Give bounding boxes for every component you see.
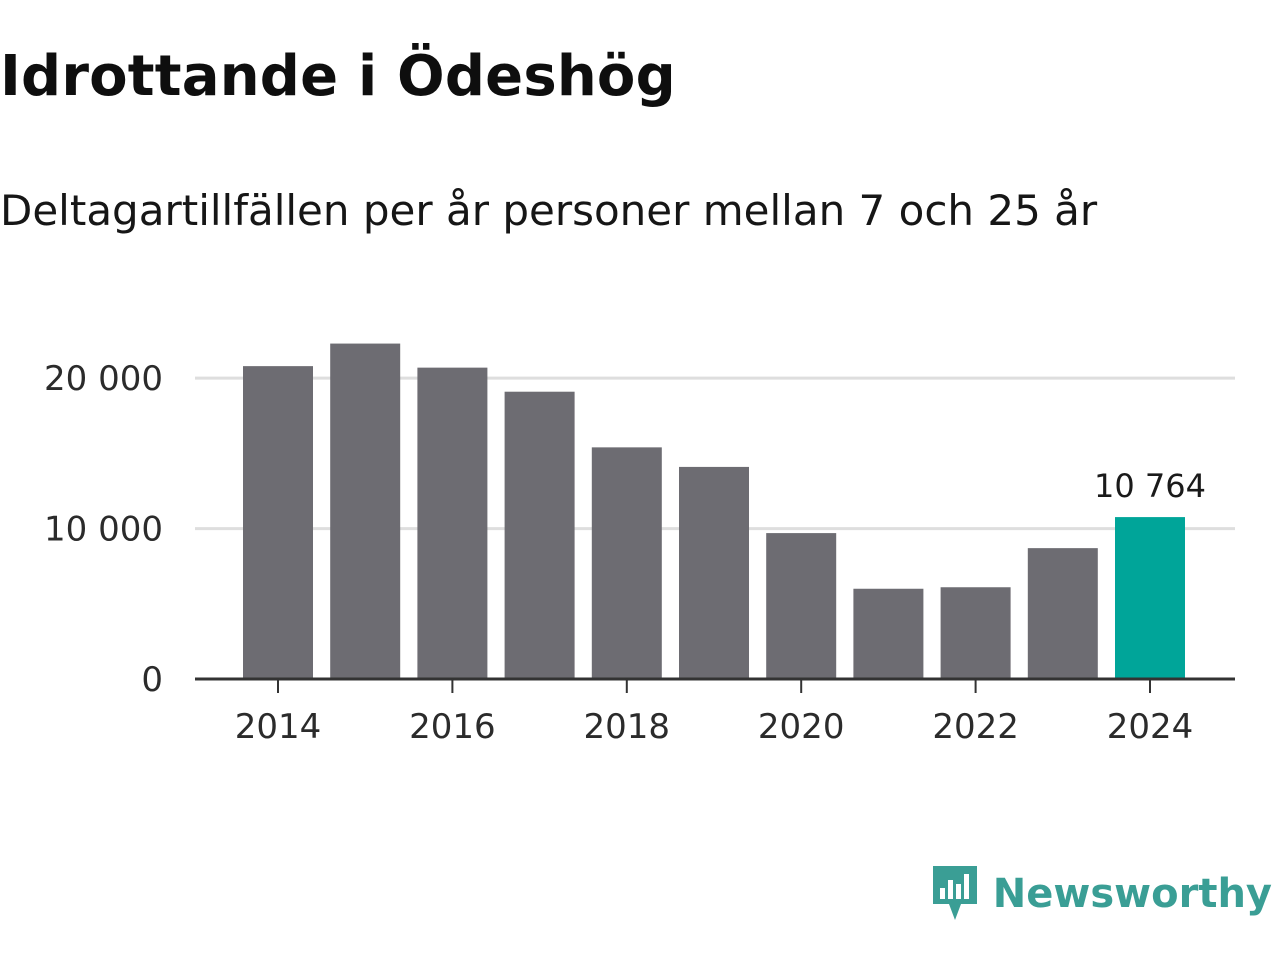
- labels: 0 10 000 20 000 2014 2016 2018 2020 2022 2024 10 …: [44, 359, 1206, 747]
- bar-2014: [243, 366, 313, 679]
- bar-2016: [417, 367, 488, 679]
- x-tick-label: 2014: [235, 707, 322, 747]
- bars: [243, 343, 1185, 679]
- brand-name: Newsworthy: [992, 871, 1272, 917]
- bar-2023: [1027, 548, 1098, 679]
- axes: [195, 677, 1235, 693]
- y-tick-label: 10 000: [44, 510, 163, 550]
- chart-title: Idrottande i Ödeshög: [0, 44, 676, 109]
- bar-2024: [1115, 517, 1185, 679]
- y-tick-label: 0: [141, 660, 163, 700]
- bar-2015: [330, 343, 401, 679]
- brand-logo: Newsworthy: [929, 862, 1272, 926]
- bar-2017: [504, 391, 575, 679]
- highlight-data-label: 10 764: [1094, 467, 1206, 505]
- x-tick-label: 2016: [409, 707, 496, 747]
- bar-2019: [679, 466, 749, 679]
- chart-subtitle: Deltagartillfällen per år personer mella…: [0, 186, 1098, 235]
- newsworthy-icon: [929, 862, 981, 926]
- y-tick-label: 20 000: [44, 359, 163, 399]
- x-tick-label: 2018: [584, 707, 671, 747]
- x-tick-label: 2024: [1107, 707, 1194, 747]
- bar-2018: [591, 447, 662, 679]
- bar-2022: [940, 587, 1011, 679]
- bar-2021: [853, 588, 924, 679]
- x-tick-label: 2022: [932, 707, 1019, 747]
- x-tick-label: 2020: [758, 707, 845, 747]
- bar-2020: [766, 533, 837, 679]
